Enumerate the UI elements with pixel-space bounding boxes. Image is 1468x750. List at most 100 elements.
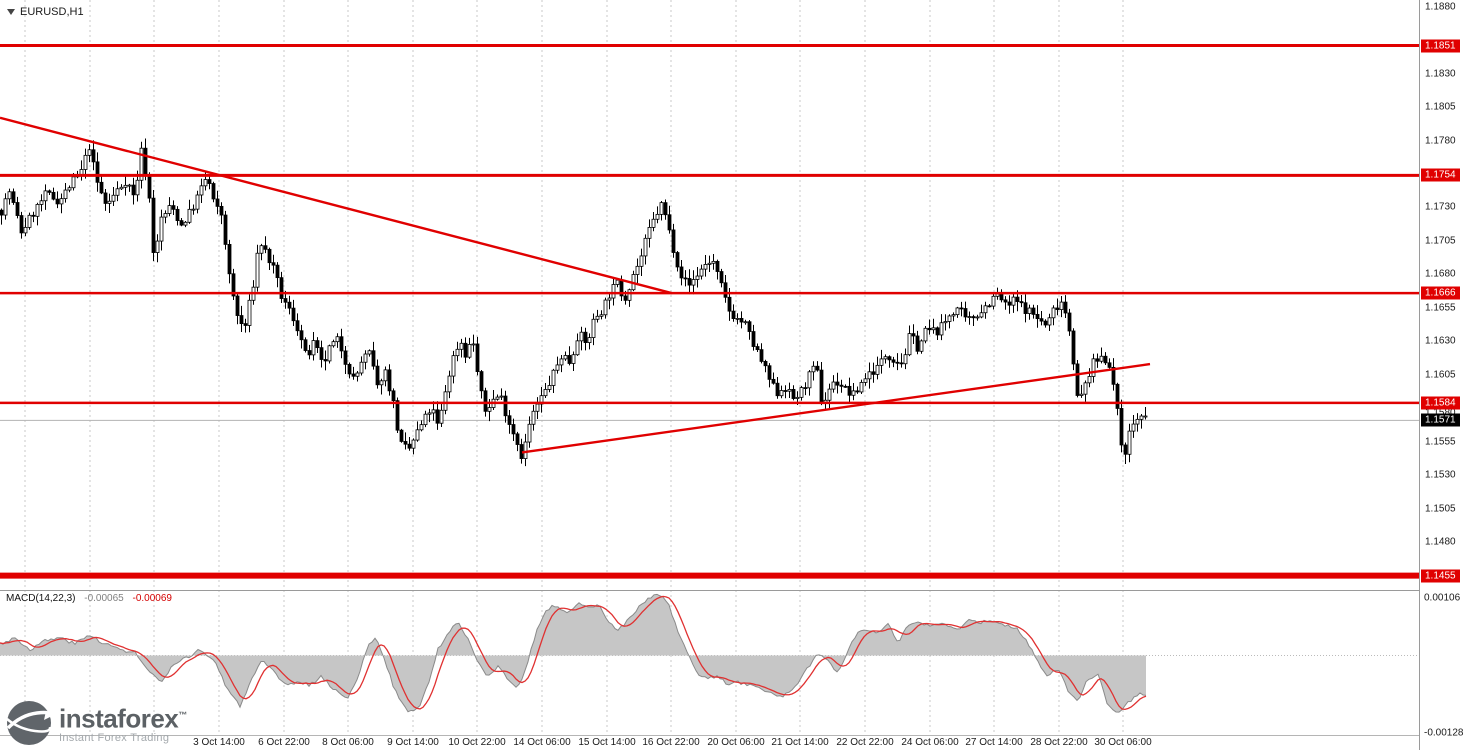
candle-body: [899, 362, 904, 365]
time-axis[interactable]: 3 Oct 14:00 6 Oct 22:00 8 Oct 06:00 9 Oct 1…: [0, 737, 1419, 750]
candle-body: [87, 149, 92, 156]
candle-body: [923, 327, 928, 342]
candle-body: [347, 363, 352, 375]
candle-body: [607, 297, 612, 301]
candle-body: [943, 321, 948, 324]
candle-body: [875, 364, 880, 375]
candle-body: [975, 316, 980, 319]
candle-body: [1055, 307, 1060, 310]
candle-body: [419, 424, 424, 431]
candle-body: [743, 321, 748, 324]
level-price-label: 1.1754: [1421, 168, 1460, 182]
candle-body: [143, 147, 148, 176]
price-axis-label: 1.1780: [1425, 135, 1456, 147]
candle-body: [967, 316, 972, 318]
candle-body: [659, 202, 664, 215]
level-price-label: 1.1666: [1421, 286, 1460, 300]
candle-body: [551, 369, 556, 386]
candle-body: [931, 327, 936, 331]
candle-body: [239, 315, 244, 325]
price-axis-label: 1.1805: [1425, 101, 1456, 113]
macd-main-line: [0, 593, 1147, 713]
candle-body: [1007, 301, 1012, 306]
candle-body: [827, 388, 832, 401]
candle-body: [303, 339, 308, 351]
candle-body: [651, 218, 656, 228]
candle-body: [703, 264, 708, 270]
candle-body: [43, 190, 48, 202]
candle-body: [31, 214, 36, 217]
logo-trademark: ™: [178, 709, 187, 720]
candle-body: [227, 244, 232, 275]
candle-body: [799, 387, 804, 398]
macd-indicator-pane[interactable]: [0, 590, 1419, 736]
candle-body: [99, 181, 104, 194]
time-axis-label: 9 Oct 14:00: [387, 737, 439, 748]
candle-body: [1079, 393, 1084, 396]
time-axis-label: 14 Oct 06:00: [513, 737, 571, 748]
macd-signal-line: [0, 595, 1147, 710]
candle-body: [863, 378, 868, 383]
candle-body: [15, 202, 20, 216]
candle-body: [739, 317, 744, 323]
candle-body: [195, 194, 200, 210]
candle-body: [735, 317, 740, 320]
candle-body: [127, 184, 132, 187]
candle-body: [299, 330, 304, 341]
macd-axis-max-label: 0.00106: [1424, 592, 1461, 604]
macd-value-main: -0.00065: [84, 593, 124, 604]
price-axis[interactable]: 1.1880 1.1830 1.1805 1.1780 1.1730 1.1705 1.16…: [1419, 0, 1468, 750]
candle-body: [919, 340, 924, 352]
price-axis-label: 1.1880: [1425, 1, 1456, 13]
candle-body: [1067, 312, 1072, 332]
candle-body: [1131, 423, 1136, 432]
candle-body: [191, 208, 196, 211]
candle-body: [1059, 301, 1064, 310]
candle-body: [1063, 301, 1068, 314]
candle-body: [887, 356, 892, 361]
candle-body: [483, 390, 488, 412]
price-chart-pane[interactable]: [0, 0, 1419, 589]
candle-body: [611, 284, 616, 299]
candle-body: [675, 252, 680, 268]
logo-brand-text: instaforex: [59, 703, 179, 734]
candle-body: [851, 390, 856, 396]
candle-body: [447, 375, 452, 393]
candle-body: [879, 358, 884, 366]
candle-body: [515, 433, 520, 445]
candle-body: [131, 184, 136, 196]
candle-body: [67, 187, 72, 191]
candle-body: [987, 305, 992, 308]
candle-body: [1003, 299, 1008, 303]
macd-value-signal: -0.00069: [132, 593, 172, 604]
candle-body: [431, 409, 436, 414]
candle-body: [867, 371, 872, 380]
price-axis-label: 1.1730: [1425, 201, 1456, 213]
trend-line[interactable]: [521, 362, 1151, 454]
candle-body: [119, 186, 124, 190]
symbol-label: EURUSD,H1: [7, 6, 84, 18]
candle-body: [187, 208, 192, 223]
time-axis-label: 24 Oct 06:00: [901, 737, 959, 748]
trend-line[interactable]: [0, 116, 673, 295]
candle-body: [1103, 355, 1108, 364]
time-axis-label: 21 Oct 14:00: [771, 737, 829, 748]
time-axis-label: 16 Oct 22:00: [642, 737, 700, 748]
candle-body: [847, 385, 852, 396]
candle-body: [27, 214, 32, 228]
candle-body: [711, 260, 716, 264]
candle-body: [1115, 383, 1120, 409]
candle-body: [1111, 366, 1116, 385]
candle-body: [807, 371, 812, 389]
candle-body: [723, 282, 728, 298]
candle-body: [19, 215, 24, 234]
candle-body: [543, 389, 548, 397]
candle-body: [1127, 430, 1132, 455]
candle-body: [523, 441, 528, 459]
instaforex-logo: instaforex™ Instant Forex Trading: [6, 700, 187, 746]
candle-body: [951, 314, 956, 317]
candle-body: [11, 191, 16, 203]
candle-body: [683, 277, 688, 280]
candle-body: [1143, 415, 1148, 418]
candle-body: [151, 197, 156, 253]
